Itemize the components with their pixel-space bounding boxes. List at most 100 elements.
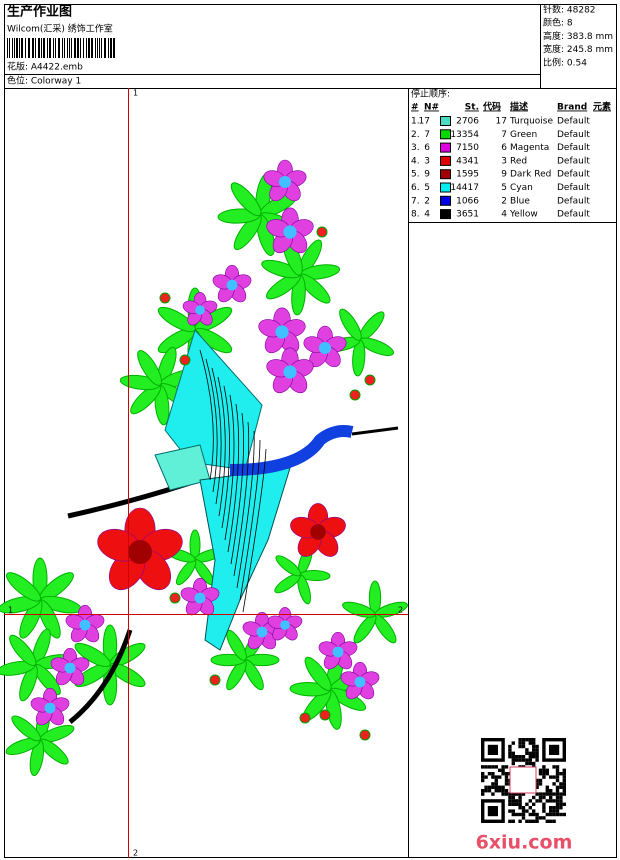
module xyxy=(535,792,539,796)
column-header: St. xyxy=(465,103,479,113)
body xyxy=(199,467,291,651)
bar xyxy=(16,38,18,58)
needle: 9 xyxy=(424,170,430,180)
module xyxy=(498,775,502,779)
module xyxy=(521,792,526,796)
module xyxy=(521,741,526,745)
module xyxy=(491,785,495,789)
module xyxy=(487,785,492,789)
module xyxy=(552,809,556,813)
module xyxy=(549,775,553,779)
module xyxy=(518,744,522,749)
feather xyxy=(205,358,218,493)
bud xyxy=(169,592,181,604)
module xyxy=(491,775,495,779)
module xyxy=(528,741,532,745)
code: 2 xyxy=(501,196,507,206)
module xyxy=(535,755,539,759)
bar xyxy=(41,38,42,58)
module xyxy=(532,809,536,813)
module xyxy=(525,809,529,813)
description: Cyan xyxy=(510,183,533,193)
column-header: # xyxy=(411,103,419,113)
module xyxy=(511,809,515,813)
module xyxy=(555,765,560,769)
module xyxy=(521,812,526,817)
module xyxy=(559,795,563,800)
stop-table: # N# St. 代码 描述 Brand 元素1.17 2706 17 Turquoise Defa… xyxy=(411,101,611,220)
module xyxy=(538,795,543,800)
module xyxy=(528,751,532,755)
brand: Default xyxy=(557,210,590,220)
bar xyxy=(19,38,20,58)
module xyxy=(559,802,563,806)
feather xyxy=(224,394,235,541)
info-item: 高度: 383.8 mm xyxy=(543,30,613,42)
module xyxy=(552,782,556,786)
info-item: 针数: 48282 xyxy=(543,4,596,16)
module xyxy=(532,748,536,752)
module xyxy=(528,738,532,742)
module xyxy=(518,802,522,806)
bar xyxy=(95,38,96,58)
stitches: 4341 xyxy=(456,156,479,166)
module xyxy=(555,775,560,779)
row-index: 3. xyxy=(411,143,420,153)
module xyxy=(542,765,546,769)
module xyxy=(542,806,546,810)
module xyxy=(521,809,526,813)
description: Yellow xyxy=(509,210,538,220)
module xyxy=(481,792,485,796)
module xyxy=(552,799,556,803)
flower-center xyxy=(354,676,366,688)
module xyxy=(538,792,543,796)
module xyxy=(501,792,505,796)
flower-center xyxy=(283,365,297,379)
needle: 7 xyxy=(424,130,430,140)
color-swatch xyxy=(440,169,451,180)
code: 7 xyxy=(501,130,507,140)
bar xyxy=(88,38,90,58)
color-swatch xyxy=(440,142,451,153)
module xyxy=(532,802,536,806)
module xyxy=(511,819,515,823)
module xyxy=(528,799,532,803)
stitches: 7150 xyxy=(456,143,479,153)
module xyxy=(542,809,546,813)
module xyxy=(508,802,512,806)
module xyxy=(515,758,519,762)
module xyxy=(562,789,566,793)
module xyxy=(511,802,515,806)
module xyxy=(542,802,546,806)
flower-center xyxy=(194,592,206,604)
flower-center xyxy=(195,305,205,315)
flower-center xyxy=(44,702,56,714)
module xyxy=(545,799,549,803)
module xyxy=(538,782,543,786)
module xyxy=(491,792,495,796)
module xyxy=(491,782,495,786)
flower-center xyxy=(64,662,76,674)
module xyxy=(549,809,553,813)
module xyxy=(538,768,543,772)
module xyxy=(549,806,553,810)
needle: 4 xyxy=(424,210,430,220)
module xyxy=(525,758,529,762)
module xyxy=(501,768,505,772)
module xyxy=(508,809,512,813)
bud xyxy=(364,374,376,386)
module xyxy=(518,812,522,817)
info-item: 宽度: 245.8 mm xyxy=(543,43,613,55)
module xyxy=(518,741,522,745)
module xyxy=(528,812,532,817)
code: 6 xyxy=(501,143,507,153)
module xyxy=(494,782,498,786)
column-header: 代码 xyxy=(482,101,501,113)
info-item: 比例: 0.54 xyxy=(543,56,587,68)
module xyxy=(481,775,485,779)
feather xyxy=(199,349,214,481)
module xyxy=(535,819,539,823)
color-swatch xyxy=(440,155,451,166)
module xyxy=(528,806,532,810)
module xyxy=(555,809,560,813)
